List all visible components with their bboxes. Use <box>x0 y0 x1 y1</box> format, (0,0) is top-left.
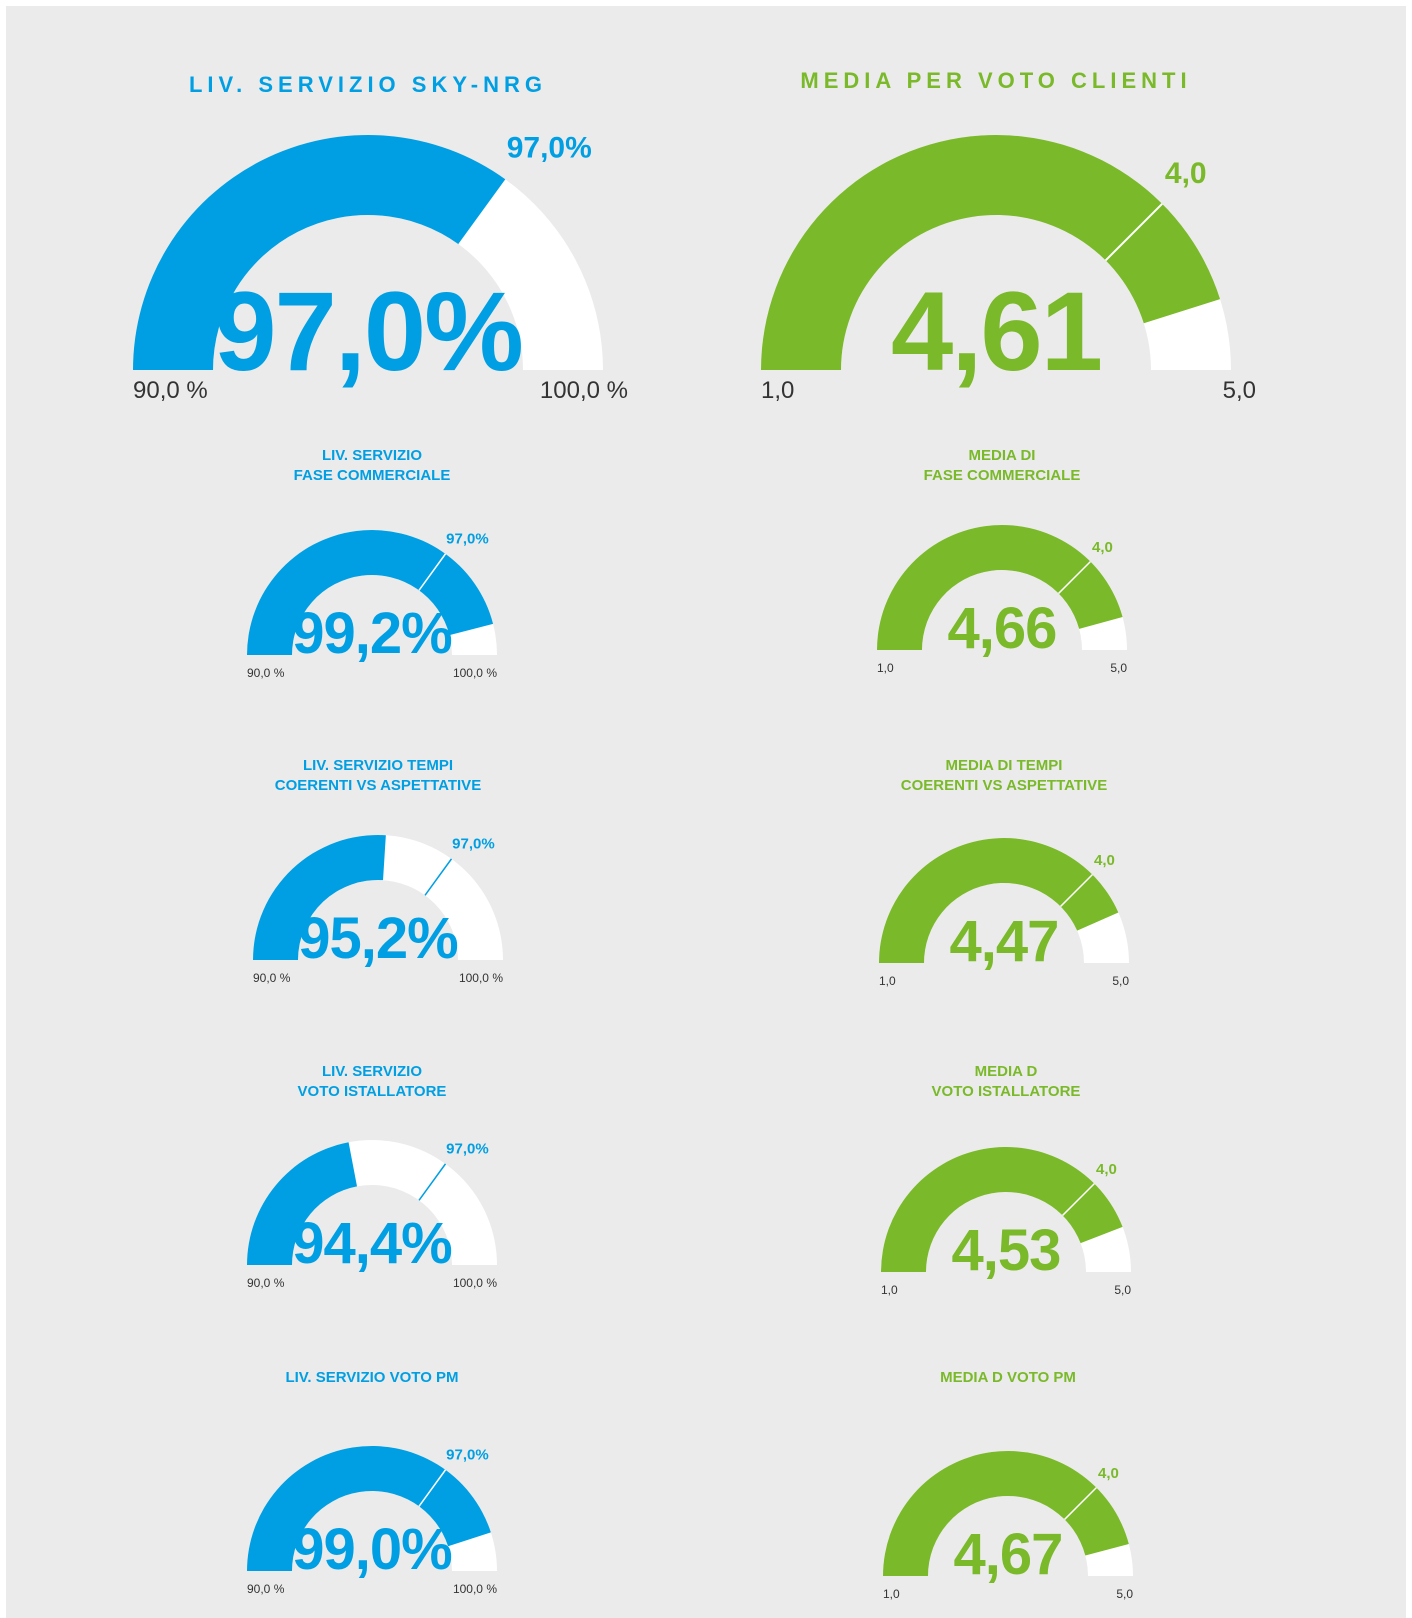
gauge-fill <box>761 135 1221 370</box>
tick-label: 5,0 <box>1114 1283 1131 1297</box>
gauge-fill <box>247 1142 358 1265</box>
gauge-fill <box>247 529 494 655</box>
gauge-title: MEDIA DI TEMPI <box>946 757 1063 774</box>
target-label: 4,0 <box>1165 157 1207 190</box>
tick-label: 1,0 <box>761 377 794 404</box>
tick-label: 90,0 % <box>247 1276 285 1290</box>
gauge-title: LIV. SERVIZIO <box>322 1063 422 1080</box>
target-line <box>424 858 453 896</box>
tick-label: 5,0 <box>1110 661 1127 675</box>
tick-label: 100,0 % <box>453 666 497 680</box>
gauge-value: 94,4% <box>292 1211 452 1276</box>
target-label: 97,0% <box>507 131 592 164</box>
tick-label: 90,0 % <box>247 1582 285 1596</box>
tick-label: 100,0 % <box>453 1276 497 1290</box>
tick-label: 90,0 % <box>253 971 291 985</box>
tick-label: 100,0 % <box>540 377 628 404</box>
tick-label: 90,0 % <box>247 666 285 680</box>
tick-label: 5,0 <box>1116 1587 1133 1601</box>
gauge-title: FASE COMMERCIALE <box>924 467 1081 484</box>
target-line <box>418 553 447 591</box>
gauge-value: 99,2% <box>292 601 452 666</box>
tick-label: 5,0 <box>1223 377 1256 404</box>
target-line <box>1060 874 1093 907</box>
target-label: 4,0 <box>1098 1465 1119 1482</box>
target-label: 97,0% <box>446 530 489 547</box>
gauge-value: 4,66 <box>948 596 1057 661</box>
gauge-fill <box>881 1147 1123 1272</box>
tick-label: 100,0 % <box>453 1582 497 1596</box>
gauge-title: LIV. SERVIZIO VOTO PM <box>285 1369 458 1386</box>
target-label: 97,0% <box>446 1446 489 1463</box>
gauge-title: LIV. SERVIZIO TEMPI <box>303 757 453 774</box>
tick-label: 1,0 <box>883 1587 900 1601</box>
gauge-value: 99,0% <box>292 1517 452 1582</box>
target-line <box>1058 561 1091 594</box>
tick-label: 1,0 <box>877 661 894 675</box>
target-line <box>418 1469 447 1507</box>
tick-label: 5,0 <box>1112 974 1129 988</box>
gauge-title: MEDIA D <box>975 1063 1038 1080</box>
target-label: 4,0 <box>1092 539 1113 556</box>
target-line <box>1064 1487 1097 1520</box>
target-line <box>1062 1183 1095 1216</box>
tick-label: 1,0 <box>881 1283 898 1297</box>
tick-label: 1,0 <box>879 974 896 988</box>
target-label: 4,0 <box>1096 1161 1117 1178</box>
gauge-title: MEDIA PER VOTO CLIENTI <box>800 68 1191 93</box>
target-label: 97,0% <box>446 1140 489 1157</box>
gauge-value: 4,47 <box>950 909 1059 974</box>
target-label: 4,0 <box>1094 852 1115 869</box>
gauge-title: COERENTI VS ASPETTATIVE <box>275 777 481 794</box>
gauge-fill <box>253 835 386 960</box>
gauge-title: MEDIA DI <box>969 447 1036 464</box>
gauge-title: VOTO ISTALLATORE <box>932 1083 1081 1100</box>
tick-label: 90,0 % <box>133 377 208 404</box>
tick-label: 100,0 % <box>459 971 503 985</box>
gauge-fill <box>883 1451 1129 1576</box>
gauge-value: 95,2% <box>298 906 458 971</box>
gauge-value: 4,61 <box>891 269 1101 394</box>
target-label: 97,0% <box>452 835 495 852</box>
gauge-title: FASE COMMERCIALE <box>294 467 451 484</box>
target-line <box>458 179 507 246</box>
gauge-title: COERENTI VS ASPETTATIVE <box>901 777 1107 794</box>
gauge-title: LIV. SERVIZIO <box>322 447 422 464</box>
gauge-title: MEDIA D VOTO PM <box>940 1369 1076 1386</box>
gauge-fill <box>133 135 507 370</box>
gauge-fill <box>879 838 1119 963</box>
gauge-value: 4,53 <box>952 1218 1061 1283</box>
gauge-fill <box>247 1446 491 1571</box>
gauge-value: 4,67 <box>954 1522 1063 1587</box>
target-line <box>418 1163 447 1201</box>
gauge-title: VOTO ISTALLATORE <box>298 1083 447 1100</box>
gauge-title: LIV. SERVIZIO SKY-NRG <box>189 72 547 97</box>
target-line <box>1104 203 1163 262</box>
gauge-value: 97,0% <box>214 269 522 394</box>
gauge-fill <box>877 524 1123 650</box>
